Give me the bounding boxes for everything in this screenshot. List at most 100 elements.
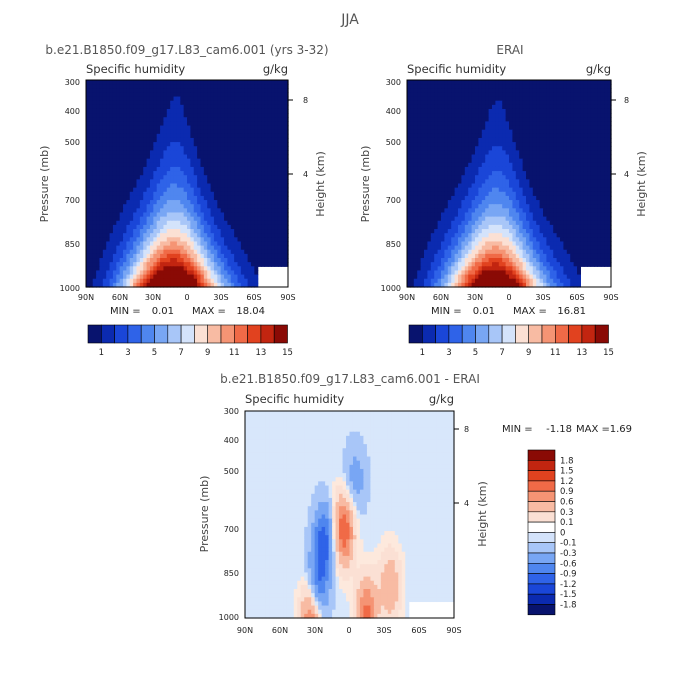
field-cell xyxy=(451,121,456,127)
field-cell xyxy=(200,253,205,259)
field-cell xyxy=(267,229,272,234)
field-cell xyxy=(153,154,158,160)
field-cell xyxy=(563,125,568,131)
ytick-label: 1000 xyxy=(60,284,80,293)
field-cell xyxy=(170,129,175,135)
field-cell xyxy=(234,249,239,255)
field-cell xyxy=(116,175,121,180)
field-cell xyxy=(454,133,459,139)
field-cell xyxy=(197,266,202,272)
field-cell xyxy=(146,100,151,106)
field-cell xyxy=(485,117,490,122)
field-cell xyxy=(102,195,107,201)
field-cell xyxy=(420,158,425,164)
field-cell xyxy=(454,187,459,193)
field-cell xyxy=(143,166,148,172)
field-cell xyxy=(250,100,255,106)
field-cell xyxy=(149,166,154,172)
field-cell xyxy=(512,162,517,168)
field-cell xyxy=(505,142,510,147)
field-cell xyxy=(284,224,289,230)
field-cell xyxy=(274,113,279,118)
field-cell xyxy=(543,108,547,114)
field-cell xyxy=(112,282,117,288)
field-cell xyxy=(170,104,175,110)
field-cell xyxy=(166,96,171,102)
field-cell xyxy=(119,150,124,156)
field-cell xyxy=(133,220,138,226)
field-cell xyxy=(495,154,500,160)
field-cell xyxy=(597,183,602,189)
field-cell xyxy=(444,200,449,205)
field-cell xyxy=(200,175,205,180)
field-cell xyxy=(213,266,218,272)
field-cell xyxy=(543,150,547,156)
field-cell xyxy=(96,104,101,110)
field-cell xyxy=(590,117,595,122)
field-cell xyxy=(274,158,279,164)
field-cell xyxy=(203,278,208,284)
field-cell xyxy=(532,187,537,193)
field-cell xyxy=(274,162,279,168)
field-cell xyxy=(267,125,272,131)
field-cell xyxy=(505,113,510,118)
field-cell xyxy=(509,137,513,143)
field-cell xyxy=(163,158,168,164)
field-cell xyxy=(160,129,165,135)
field-cell xyxy=(230,237,235,243)
field-cell xyxy=(139,208,144,214)
field-cell xyxy=(247,195,252,201)
field-cell xyxy=(106,237,111,243)
field-cell xyxy=(430,117,435,122)
field-cell xyxy=(277,187,282,193)
field-cell xyxy=(437,162,442,168)
field-cell xyxy=(277,150,282,156)
field-cell xyxy=(546,200,551,205)
field-cell xyxy=(512,150,517,156)
field-cell xyxy=(519,84,524,89)
field-cell xyxy=(434,80,439,85)
field-cell xyxy=(481,96,486,102)
field-cell xyxy=(213,125,218,131)
panel-model-variable: Specific humidity xyxy=(86,62,185,76)
field-cell xyxy=(543,175,547,180)
field-cell xyxy=(420,171,425,176)
field-cell xyxy=(96,262,101,267)
field-cell xyxy=(407,175,411,180)
field-cell xyxy=(160,125,165,131)
field-cell xyxy=(143,154,148,160)
field-cell xyxy=(160,100,165,106)
field-cell xyxy=(502,212,507,218)
field-cell xyxy=(86,195,90,201)
field-cell xyxy=(522,200,527,205)
field-cell xyxy=(577,129,581,135)
field-cell xyxy=(133,249,138,255)
field-cell xyxy=(413,121,418,127)
field-cell xyxy=(190,158,195,164)
field-cell xyxy=(526,137,530,143)
field-cell xyxy=(166,175,171,180)
field-cell xyxy=(149,108,154,114)
field-cell xyxy=(532,150,537,156)
field-cell xyxy=(227,208,232,214)
field-cell xyxy=(519,204,524,209)
field-cell xyxy=(607,187,612,193)
field-cell xyxy=(281,175,286,180)
field-cell xyxy=(213,229,218,234)
field-cell xyxy=(230,162,235,168)
field-cell xyxy=(106,121,111,127)
field-cell xyxy=(247,104,252,110)
field-cell xyxy=(495,208,500,214)
field-cell xyxy=(549,183,554,189)
field-cell xyxy=(580,108,585,114)
field-cell xyxy=(549,150,554,156)
field-cell xyxy=(464,88,469,94)
field-cell xyxy=(563,162,568,168)
field-cell xyxy=(180,104,185,110)
field-cell xyxy=(417,121,422,127)
field-cell xyxy=(264,80,269,85)
field-cell xyxy=(485,171,490,176)
field-cell xyxy=(526,162,530,168)
field-cell xyxy=(109,171,114,176)
field-cell xyxy=(454,195,459,201)
